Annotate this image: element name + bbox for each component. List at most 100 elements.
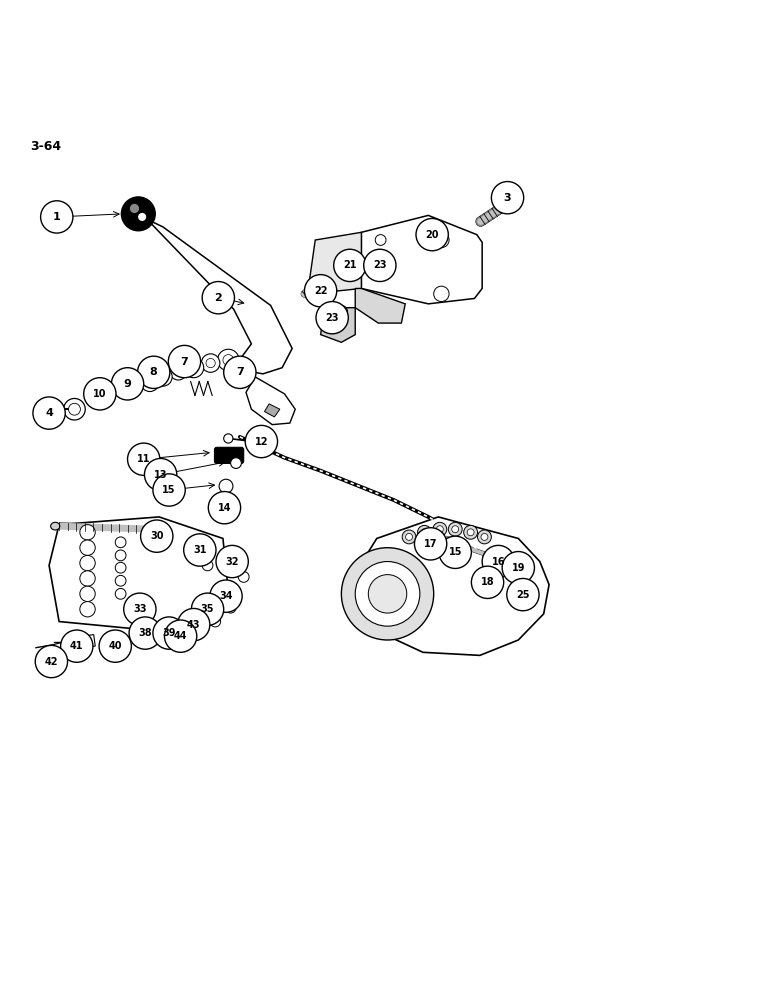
Circle shape	[416, 218, 449, 251]
Circle shape	[225, 602, 236, 613]
Circle shape	[231, 458, 242, 468]
Circle shape	[316, 302, 348, 334]
Text: 33: 33	[133, 604, 147, 614]
Text: 14: 14	[218, 503, 231, 513]
Text: 40: 40	[109, 641, 122, 651]
Polygon shape	[320, 308, 355, 342]
Circle shape	[64, 398, 85, 420]
Circle shape	[202, 282, 235, 314]
Circle shape	[375, 235, 386, 245]
Circle shape	[36, 645, 67, 678]
Circle shape	[223, 355, 234, 365]
Circle shape	[239, 572, 249, 582]
Circle shape	[144, 458, 177, 491]
Text: 2: 2	[215, 293, 222, 303]
Circle shape	[433, 522, 447, 536]
Circle shape	[202, 560, 213, 571]
Circle shape	[164, 620, 197, 652]
Circle shape	[137, 356, 170, 388]
Circle shape	[467, 529, 474, 536]
Circle shape	[80, 586, 95, 602]
Circle shape	[153, 617, 185, 649]
Circle shape	[158, 372, 168, 382]
Circle shape	[449, 522, 462, 536]
Circle shape	[115, 575, 126, 586]
Circle shape	[141, 373, 159, 392]
Text: 23: 23	[373, 260, 387, 270]
Circle shape	[179, 639, 190, 650]
Circle shape	[335, 305, 347, 318]
Text: 44: 44	[174, 631, 188, 641]
Text: 41: 41	[70, 641, 83, 651]
Circle shape	[127, 443, 160, 475]
Circle shape	[111, 368, 144, 400]
Ellipse shape	[51, 522, 60, 530]
Circle shape	[189, 363, 198, 372]
Circle shape	[245, 425, 278, 458]
Text: 39: 39	[162, 628, 176, 638]
Text: 10: 10	[93, 389, 107, 399]
Text: 3: 3	[503, 193, 511, 203]
Text: 30: 30	[150, 531, 164, 541]
Circle shape	[452, 526, 459, 533]
Circle shape	[439, 536, 472, 568]
Circle shape	[33, 397, 66, 429]
Circle shape	[338, 308, 344, 315]
Circle shape	[121, 197, 155, 231]
Circle shape	[434, 232, 449, 248]
Text: 17: 17	[424, 539, 438, 549]
Circle shape	[83, 378, 116, 410]
Circle shape	[415, 528, 447, 560]
Circle shape	[371, 255, 383, 268]
Circle shape	[174, 368, 182, 375]
Circle shape	[115, 550, 126, 561]
Circle shape	[154, 368, 172, 386]
Circle shape	[141, 520, 173, 552]
Circle shape	[434, 286, 449, 302]
Circle shape	[481, 533, 488, 540]
Polygon shape	[265, 404, 279, 417]
Circle shape	[41, 201, 73, 233]
FancyBboxPatch shape	[215, 447, 244, 463]
Polygon shape	[49, 517, 229, 631]
Text: 23: 23	[326, 313, 339, 323]
Circle shape	[334, 249, 366, 282]
Circle shape	[341, 548, 434, 640]
Text: 16: 16	[492, 557, 505, 567]
Circle shape	[436, 526, 443, 533]
Text: 38: 38	[138, 628, 152, 638]
Circle shape	[478, 530, 492, 544]
Circle shape	[405, 533, 412, 540]
Circle shape	[80, 571, 95, 586]
Circle shape	[184, 534, 216, 566]
Text: 13: 13	[154, 470, 168, 480]
Circle shape	[190, 629, 201, 640]
Text: 34: 34	[219, 591, 232, 601]
Circle shape	[364, 249, 396, 282]
Circle shape	[506, 578, 539, 611]
Circle shape	[168, 345, 201, 378]
Polygon shape	[142, 217, 292, 374]
Circle shape	[191, 593, 224, 625]
Text: 19: 19	[512, 563, 525, 573]
Circle shape	[115, 537, 126, 548]
Circle shape	[210, 580, 242, 612]
Circle shape	[115, 588, 126, 599]
Circle shape	[129, 617, 161, 649]
Circle shape	[69, 403, 80, 415]
Circle shape	[99, 630, 131, 662]
Circle shape	[218, 349, 239, 371]
Polygon shape	[76, 635, 95, 648]
Text: 8: 8	[150, 367, 157, 377]
Text: 21: 21	[343, 260, 357, 270]
Circle shape	[80, 540, 95, 555]
Text: 18: 18	[481, 577, 494, 587]
Circle shape	[216, 545, 249, 578]
Circle shape	[153, 474, 185, 506]
Polygon shape	[361, 215, 482, 304]
Circle shape	[201, 354, 220, 372]
Text: 25: 25	[516, 590, 530, 600]
Circle shape	[80, 602, 95, 617]
Text: 9: 9	[124, 379, 131, 389]
Circle shape	[80, 555, 95, 571]
